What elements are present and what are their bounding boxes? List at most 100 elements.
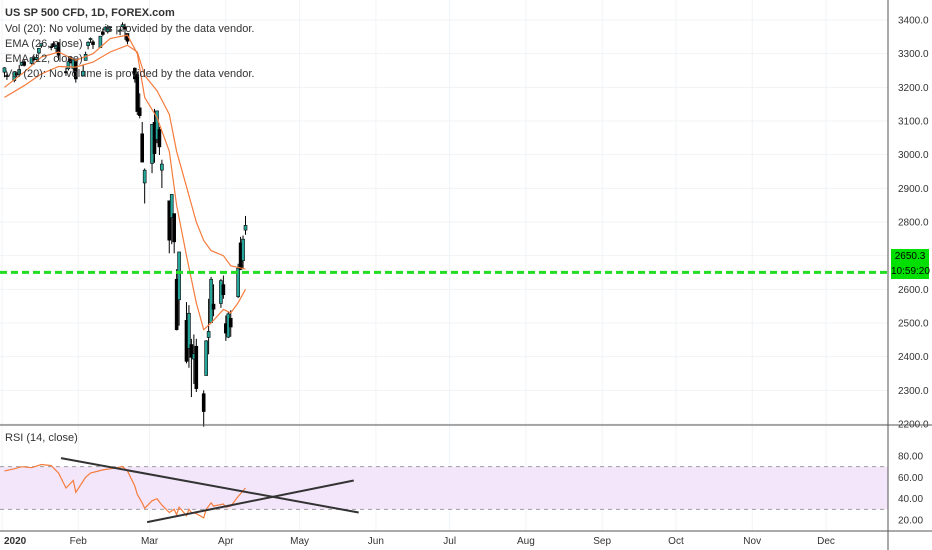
candle-body bbox=[101, 31, 105, 35]
candle bbox=[177, 251, 181, 326]
candle bbox=[209, 276, 213, 323]
price-tick-label: 3100.0 bbox=[898, 117, 929, 128]
candle bbox=[17, 65, 22, 76]
candle bbox=[211, 284, 216, 317]
candle bbox=[169, 194, 174, 245]
time-tick-label: Aug bbox=[517, 536, 535, 547]
candle bbox=[201, 390, 206, 427]
rsi-tick-label: 20.00 bbox=[898, 516, 923, 527]
candle-body bbox=[108, 26, 113, 29]
candle bbox=[39, 43, 44, 48]
candle bbox=[194, 338, 199, 393]
rsi-legend: RSI (14, close) bbox=[5, 432, 78, 444]
ema12-legend: EMA (12, close) bbox=[5, 53, 83, 65]
candle-body bbox=[64, 71, 68, 74]
candle-body bbox=[2, 67, 7, 73]
candle bbox=[137, 93, 142, 119]
candle bbox=[174, 269, 179, 331]
price-tick-label: 2500.0 bbox=[898, 319, 929, 330]
candle bbox=[241, 235, 245, 269]
price-tick-label: 2600.0 bbox=[898, 285, 929, 296]
candle-body bbox=[86, 41, 90, 46]
time-tick-label: Sep bbox=[593, 536, 611, 547]
time-tick-label: May bbox=[290, 536, 309, 547]
candle bbox=[29, 57, 34, 65]
candle-body bbox=[177, 251, 181, 301]
candle-body bbox=[187, 312, 191, 349]
candle-body bbox=[157, 129, 162, 148]
chart-title: US SP 500 CFD, 1D, FOREX.com bbox=[5, 7, 175, 19]
candle-body bbox=[174, 278, 179, 331]
candle-body bbox=[142, 169, 147, 184]
countdown-tag: 10:59:20 bbox=[891, 264, 930, 279]
candle bbox=[103, 26, 108, 31]
ema26-line bbox=[4, 44, 246, 270]
candle-body bbox=[172, 213, 176, 243]
candles bbox=[2, 22, 248, 427]
candle-body bbox=[91, 41, 95, 45]
time-tick-label: Oct bbox=[668, 536, 684, 547]
candle bbox=[189, 338, 194, 398]
candle bbox=[5, 71, 9, 80]
candle bbox=[228, 310, 233, 337]
rsi-line bbox=[4, 463, 246, 519]
rsi-trendline bbox=[146, 479, 354, 524]
candle bbox=[236, 263, 240, 299]
candle-body bbox=[160, 163, 164, 171]
candle bbox=[221, 275, 226, 299]
candle bbox=[142, 168, 147, 204]
candle-body bbox=[209, 278, 213, 323]
candle bbox=[243, 215, 248, 235]
price-tick-label: 3000.0 bbox=[898, 150, 929, 161]
time-tick-label: Nov bbox=[743, 536, 761, 547]
candle-body bbox=[81, 70, 85, 76]
candle-body bbox=[34, 57, 39, 60]
candle-body bbox=[228, 317, 233, 328]
candle-body bbox=[189, 344, 194, 358]
candle-body bbox=[56, 42, 61, 56]
time-tick-label: Dec bbox=[817, 536, 835, 547]
grid bbox=[0, 0, 888, 531]
ema26-legend: EMA (26, close) bbox=[5, 38, 83, 50]
candle bbox=[135, 71, 140, 115]
candle-body bbox=[49, 46, 53, 48]
candle bbox=[91, 39, 95, 49]
candle bbox=[120, 22, 125, 28]
candle bbox=[73, 59, 78, 83]
candle bbox=[81, 64, 85, 76]
candle-body bbox=[236, 267, 240, 298]
candle-body bbox=[5, 75, 9, 77]
candle-body bbox=[241, 238, 245, 262]
candle-body bbox=[206, 331, 211, 338]
candle-body bbox=[120, 24, 125, 28]
price-tick-label: 3400.0 bbox=[898, 16, 929, 27]
candle-body bbox=[201, 393, 206, 412]
candle bbox=[172, 213, 176, 254]
candle-body bbox=[123, 26, 127, 30]
candle-body bbox=[66, 61, 71, 70]
time-tick-label: Mar bbox=[141, 536, 159, 547]
price-tick-label: 2400.0 bbox=[898, 352, 929, 363]
candle-body bbox=[194, 345, 199, 389]
candle bbox=[108, 26, 113, 32]
candle-body bbox=[17, 69, 22, 75]
candle bbox=[101, 28, 105, 37]
ema-lines bbox=[4, 34, 247, 331]
candle bbox=[66, 58, 71, 71]
candle-body bbox=[221, 284, 226, 296]
candle bbox=[49, 43, 53, 51]
volume-legend-2: Vol (20): No volume is provided by the d… bbox=[5, 68, 255, 80]
candle-body bbox=[29, 57, 34, 64]
candle bbox=[167, 200, 172, 254]
rsi-band-fill bbox=[0, 466, 888, 510]
volume-legend: Vol (20): No volume is provided by the d… bbox=[5, 23, 255, 35]
candle-body bbox=[204, 340, 208, 376]
rsi-band bbox=[0, 466, 888, 510]
candle-body bbox=[118, 29, 122, 32]
candle-body bbox=[39, 43, 44, 47]
candle-body bbox=[140, 133, 145, 163]
time-tick-label: Jun bbox=[368, 536, 384, 547]
candle-body bbox=[12, 71, 17, 81]
candle bbox=[64, 67, 68, 76]
